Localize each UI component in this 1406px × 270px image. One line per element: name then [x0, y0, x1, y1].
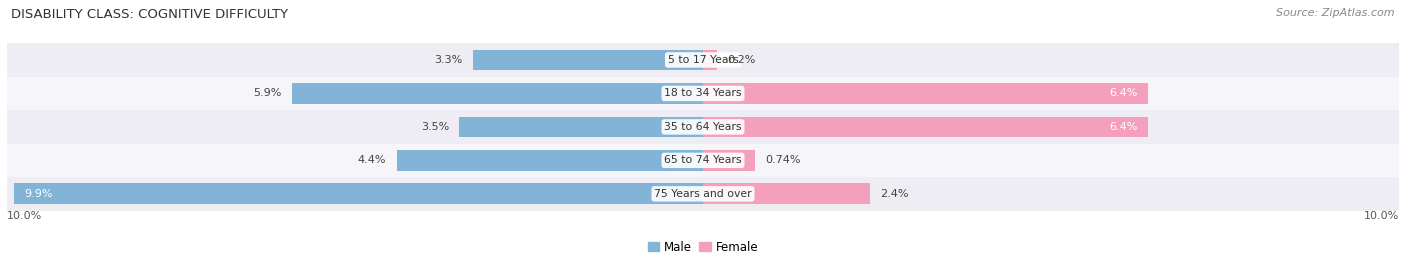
Bar [703, 150, 755, 171]
Bar [7, 144, 1399, 177]
Text: 6.4%: 6.4% [1109, 88, 1137, 99]
Text: Source: ZipAtlas.com: Source: ZipAtlas.com [1277, 8, 1395, 18]
Bar [703, 117, 1149, 137]
Bar [703, 50, 717, 70]
Text: 6.4%: 6.4% [1109, 122, 1137, 132]
Text: DISABILITY CLASS: COGNITIVE DIFFICULTY: DISABILITY CLASS: COGNITIVE DIFFICULTY [11, 8, 288, 21]
Text: 10.0%: 10.0% [7, 211, 42, 221]
Text: 3.5%: 3.5% [420, 122, 449, 132]
Bar [14, 184, 703, 204]
Bar [292, 83, 703, 104]
Text: 3.3%: 3.3% [434, 55, 463, 65]
Bar [7, 77, 1399, 110]
Text: 4.4%: 4.4% [359, 155, 387, 166]
Bar [7, 43, 1399, 77]
Bar [703, 184, 870, 204]
Text: 35 to 64 Years: 35 to 64 Years [664, 122, 742, 132]
Bar [460, 117, 703, 137]
Legend: Male, Female: Male, Female [643, 236, 763, 258]
Text: 2.4%: 2.4% [880, 189, 908, 199]
Text: 5.9%: 5.9% [253, 88, 283, 99]
Text: 65 to 74 Years: 65 to 74 Years [664, 155, 742, 166]
Text: 9.9%: 9.9% [24, 189, 53, 199]
Bar [396, 150, 703, 171]
Text: 5 to 17 Years: 5 to 17 Years [668, 55, 738, 65]
Text: 75 Years and over: 75 Years and over [654, 189, 752, 199]
Bar [703, 83, 1149, 104]
Bar [7, 110, 1399, 144]
Bar [7, 177, 1399, 211]
Text: 0.74%: 0.74% [765, 155, 800, 166]
Bar [474, 50, 703, 70]
Text: 0.2%: 0.2% [727, 55, 756, 65]
Text: 18 to 34 Years: 18 to 34 Years [664, 88, 742, 99]
Text: 10.0%: 10.0% [1364, 211, 1399, 221]
